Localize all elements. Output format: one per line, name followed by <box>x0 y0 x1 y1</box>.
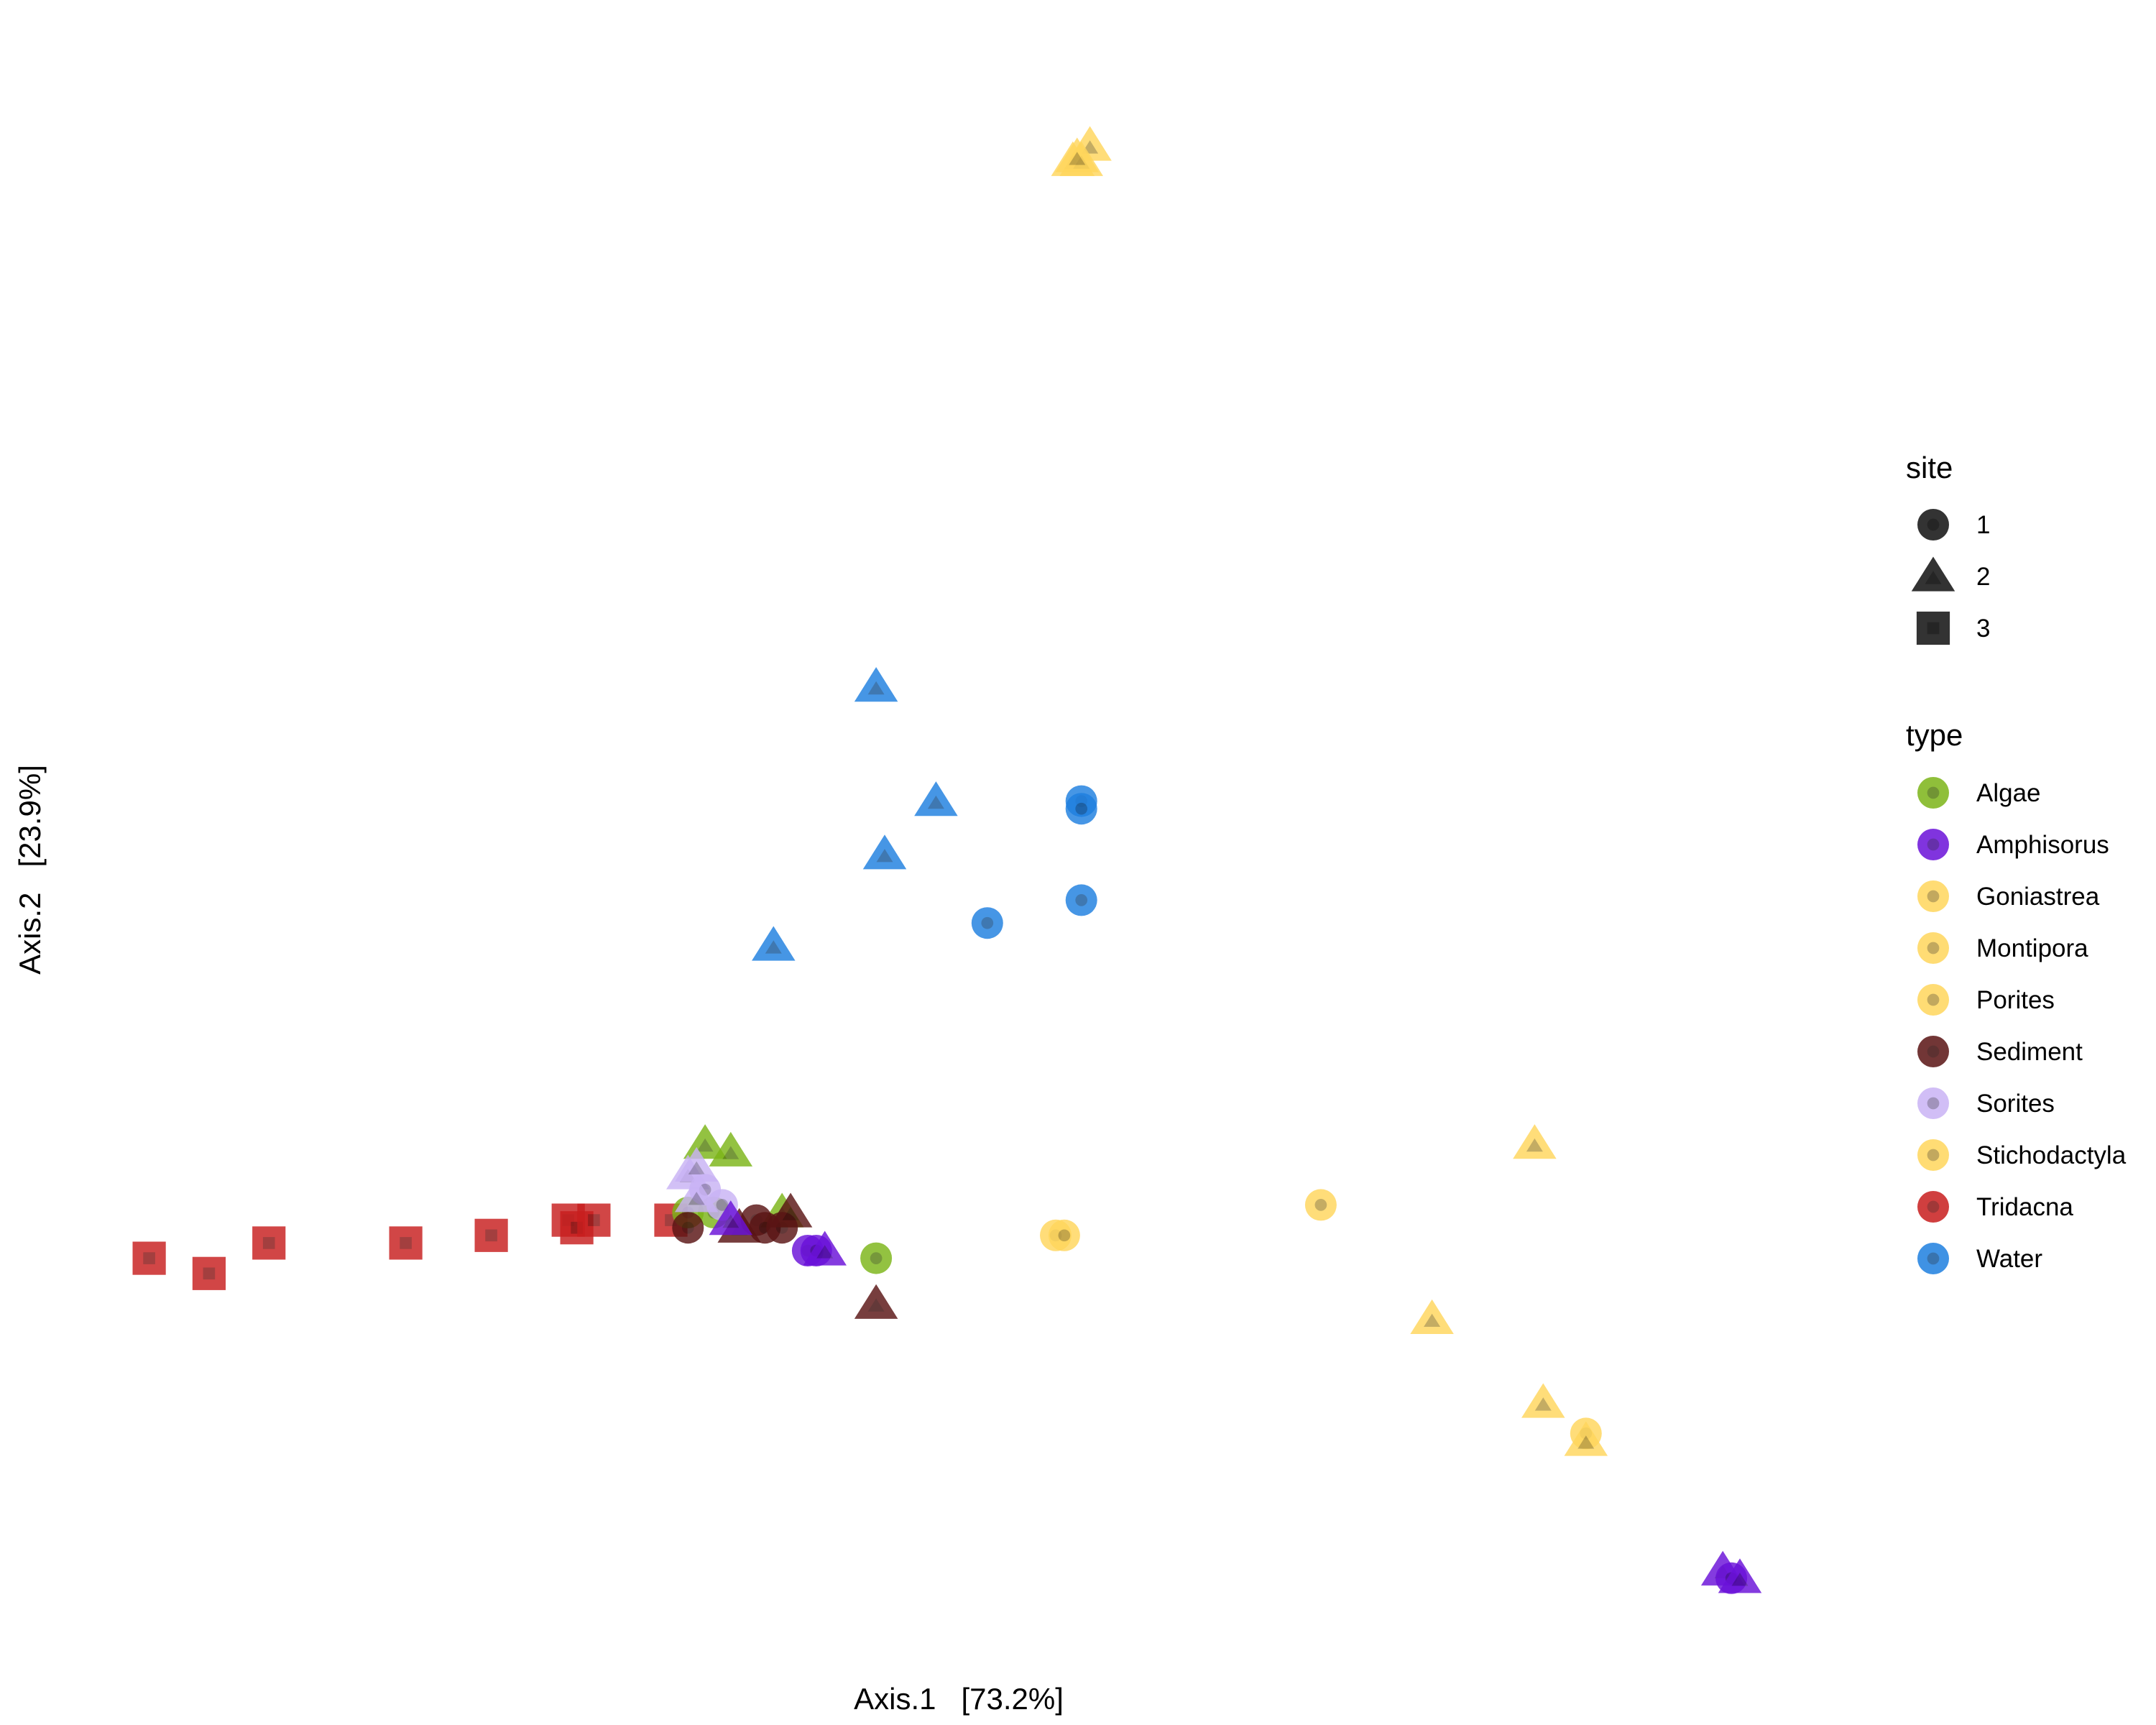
data-point-amphisorus-site2-30 <box>803 1230 847 1266</box>
legend-type-label: Tridacna <box>1976 1193 2073 1221</box>
legend-type-label: Amphisorus <box>1976 831 2109 859</box>
data-point-tridacna-site3-1 <box>192 1256 226 1290</box>
data-point-stichodactyla-site2-45 <box>1055 137 1099 172</box>
data-point-algae-site2-10 <box>709 1131 753 1167</box>
data-point-algae-site1-14 <box>860 1242 893 1274</box>
data-points <box>132 126 1762 1594</box>
legend-type-key-goniastrea <box>1917 880 1949 912</box>
legend-type-key-water <box>1917 1243 1949 1274</box>
data-point-algae-site2-9 <box>683 1124 727 1159</box>
legend-type-label: Algae <box>1976 779 2041 807</box>
data-point-tridacna-site3-2 <box>252 1226 286 1260</box>
legend-type-label: Porites <box>1976 986 2055 1014</box>
data-point-sediment-site2-25 <box>768 1192 813 1228</box>
legend-site-label: 2 <box>1976 563 1990 591</box>
legend-type-label: Montipora <box>1976 934 2088 962</box>
data-point-water-site2-36 <box>862 834 907 870</box>
data-point-water-site2-34 <box>854 667 898 702</box>
legend-type-key-montipora <box>1917 932 1949 964</box>
data-point-tridacna-site3-3 <box>389 1226 423 1260</box>
data-point-tridacna-site3-0 <box>132 1241 166 1275</box>
data-point-sorites-site2-16 <box>674 1146 719 1182</box>
legend-type-key-sediment <box>1917 1036 1949 1067</box>
legend-type-key-amphisorus <box>1917 829 1949 860</box>
legend-type-label: Goniastrea <box>1976 883 2100 911</box>
data-point-sediment-site1-20 <box>672 1212 704 1244</box>
legend-type-key-algae <box>1917 777 1949 809</box>
x-axis-title: Axis.1 [73.2%] <box>854 1682 1064 1716</box>
data-point-water-site1-41 <box>1065 884 1097 916</box>
data-point-amphisorus-site2-33 <box>1718 1558 1762 1593</box>
data-point-porites-site2-50 <box>1410 1299 1454 1335</box>
legend-site-title: site <box>1906 451 1953 484</box>
legend-site-key-3 <box>1916 611 1950 645</box>
data-point-goniastrea-site1-48 <box>1304 1189 1337 1221</box>
legend-type-key-tridacna <box>1917 1191 1949 1223</box>
legend-type-key-sorites <box>1917 1087 1949 1119</box>
legend-site-label: 3 <box>1976 615 1990 643</box>
data-point-sediment-site2-26 <box>854 1284 898 1319</box>
legend-site-key-1 <box>1917 509 1949 540</box>
data-point-water-site1-40 <box>971 907 1003 939</box>
legend-type-label: Sediment <box>1976 1038 2083 1066</box>
legend-site-label: 1 <box>1976 511 1990 539</box>
data-point-tridacna-site3-7 <box>577 1203 611 1237</box>
data-point-water-site2-35 <box>914 781 958 816</box>
data-point-montipora-site1-47 <box>1048 1219 1080 1251</box>
legend-type-title: type <box>1906 718 1963 752</box>
legend-site-key-2 <box>1911 556 1955 592</box>
legend-type-label: Water <box>1976 1245 2042 1273</box>
y-axis-title: Axis.2 [23.9%] <box>13 765 47 975</box>
legend-type-key-porites <box>1917 984 1949 1016</box>
data-point-montipora-site2-49 <box>1513 1124 1557 1159</box>
data-point-water-site1-39 <box>1065 793 1097 825</box>
data-point-amphisorus-site2-27 <box>709 1200 753 1236</box>
data-point-goniastrea-site2-51 <box>1521 1383 1565 1418</box>
legend-site: site 1 2 3 <box>1906 451 1990 645</box>
data-point-tridacna-site3-4 <box>474 1218 508 1252</box>
legend-type-key-stichodactyla <box>1917 1139 1949 1171</box>
legend-type-label: Stichodactyla <box>1976 1141 2127 1169</box>
data-point-water-site2-37 <box>752 926 796 961</box>
legend-type: type Algae Amphisorus Goniastrea Montipora P… <box>1906 718 2127 1274</box>
data-point-stichodactyla-site2-53 <box>1564 1421 1608 1456</box>
legend-type-label: Sorites <box>1976 1090 2055 1118</box>
